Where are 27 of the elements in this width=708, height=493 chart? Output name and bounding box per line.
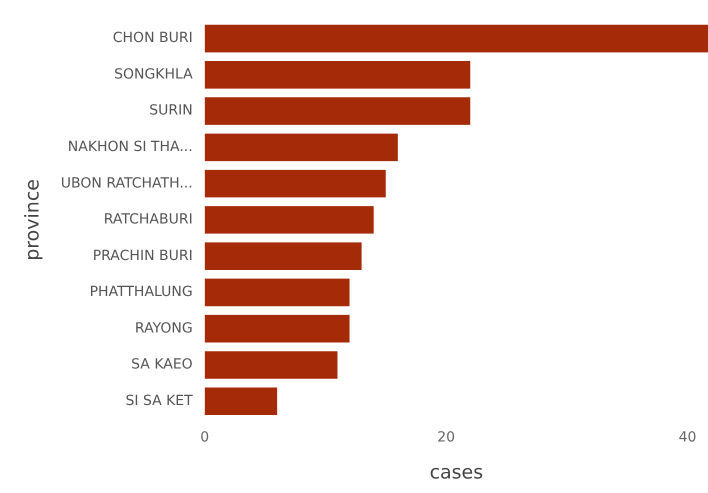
x-tick-label: 40 xyxy=(678,429,696,446)
bar xyxy=(204,387,278,416)
y-tick-label: UBON RATCHATH... xyxy=(60,175,193,192)
bar xyxy=(204,61,470,89)
bar xyxy=(204,351,338,379)
bar xyxy=(204,170,386,198)
y-tick-label: RAYONG xyxy=(134,320,193,336)
y-tick-label: CHON BURI xyxy=(112,30,193,46)
bar xyxy=(204,206,374,234)
y-tick-label: PHATTHALUNG xyxy=(90,284,193,300)
bar xyxy=(204,97,470,125)
bar xyxy=(204,242,362,270)
x-tick-label: 0 xyxy=(200,429,210,446)
y-tick-label: SONGKHLA xyxy=(114,66,194,82)
y-tick-label: SI SA KET xyxy=(125,392,194,409)
bar xyxy=(204,314,350,342)
bar xyxy=(204,278,350,306)
y-axis-title: province xyxy=(21,179,44,261)
y-tick-label: PRACHIN BURI xyxy=(92,248,193,264)
y-tick-label: SURIN xyxy=(149,102,193,119)
x-tick-label: 20 xyxy=(437,429,456,446)
y-tick-label: NAKHON SI THA... xyxy=(68,138,193,155)
bar xyxy=(204,134,398,162)
x-axis-title: cases xyxy=(430,462,484,484)
bar xyxy=(204,24,708,52)
y-tick-label: SA KAEO xyxy=(131,356,193,373)
y-tick-label: RATCHABURI xyxy=(104,212,193,228)
